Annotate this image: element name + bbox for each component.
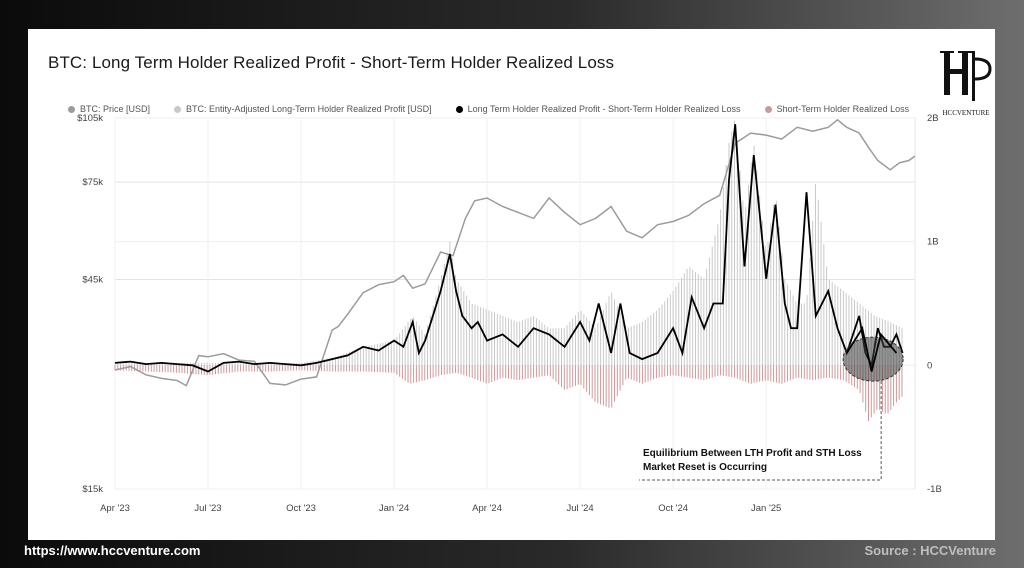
chart-plot: $15k $45k $75k $105k -1B 0 1B 2B Apr '23 Jul '23 O… — [77, 113, 942, 514]
y-left-tick-label: $75k — [82, 177, 103, 188]
btc-price-line — [114, 118, 916, 387]
annotation-connector — [639, 381, 882, 481]
chart-card: BTC: Long Term Holder Realized Profit - … — [28, 29, 995, 540]
chart-legend: BTC: Price [USD] BTC: Entity-Adjusted Lo… — [68, 104, 909, 114]
x-tick-label: Apr '23 — [100, 503, 130, 514]
x-tick-label: Oct '23 — [286, 503, 316, 514]
y-right-tick-label: 2B — [927, 113, 939, 124]
y-left-tick-label: $105k — [77, 113, 103, 124]
y-right-tick-label: 1B — [927, 237, 939, 248]
plot-frame — [114, 117, 916, 490]
legend-item-sth-loss: Short-Term Holder Realized Loss — [764, 104, 909, 114]
legend-item-price: BTC: Price [USD] — [68, 104, 150, 114]
footer-source: Source : HCCVenture — [864, 543, 996, 558]
equilibrium-net-line — [846, 325, 898, 372]
legend-item-net: Long Term Holder Realized Profit - Short… — [455, 104, 741, 114]
y-left-tick-label: $15k — [82, 484, 103, 495]
net-profit-loss-line — [114, 124, 904, 373]
annotation-subtitle: Market Reset is Occurring — [643, 462, 767, 473]
y-right-tick-label: -1B — [927, 484, 942, 495]
brand-logo — [940, 51, 992, 101]
x-tick-label: Jul '24 — [567, 503, 594, 514]
logo-text: HCCVENTURE — [942, 109, 990, 117]
x-tick-label: Jan '25 — [751, 503, 781, 514]
x-tick-label: Jul '23 — [194, 503, 221, 514]
legend-item-lth-profit: BTC: Entity-Adjusted Long-Term Holder Re… — [174, 104, 432, 114]
x-tick-label: Apr '24 — [472, 503, 502, 514]
equilibrium-highlight-ellipse — [842, 336, 904, 382]
footer-url[interactable]: https://www.hccventure.com — [24, 543, 201, 558]
y-right-tick-label: 0 — [927, 360, 932, 371]
y-left-tick-label: $45k — [82, 275, 103, 286]
chart-title: BTC: Long Term Holder Realized Profit - … — [48, 53, 615, 72]
x-tick-label: Oct '24 — [658, 503, 688, 514]
annotation-title: Equilibrium Between LTH Profit and STH L… — [643, 448, 862, 459]
x-tick-label: Jan '24 — [379, 503, 409, 514]
